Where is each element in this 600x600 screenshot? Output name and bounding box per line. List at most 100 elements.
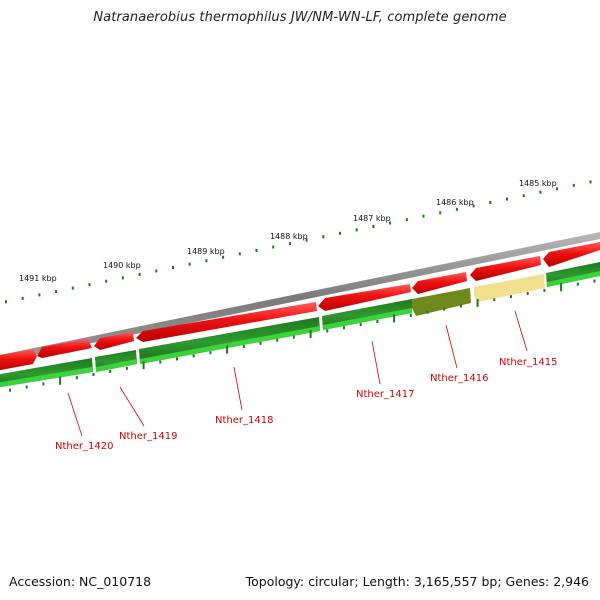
reverse-cds-nther-1417-hl <box>323 308 412 330</box>
inner-minor-tick <box>576 282 579 286</box>
outer-minor-tick <box>105 279 108 283</box>
inner-major-tick <box>476 298 479 307</box>
inner-minor-tick <box>276 338 279 342</box>
reverse-strand <box>0 262 600 388</box>
inner-minor-tick <box>42 382 45 386</box>
genome-backbone <box>0 232 600 362</box>
gene-label-nther-1417: Nther_1417 <box>356 389 414 400</box>
outer-minor-tick <box>288 242 291 246</box>
outer-minor-tick <box>589 180 592 184</box>
outer-minor-tick <box>272 245 275 249</box>
inner-major-tick <box>142 361 145 370</box>
outer-minor-tick <box>55 289 58 293</box>
outer-minor-tick <box>172 266 174 270</box>
outer-minor-tick <box>539 190 542 194</box>
outer-minor-tick <box>188 262 191 266</box>
kbp-label-1490: 1490 kbp <box>103 261 141 270</box>
inner-minor-tick <box>75 376 78 380</box>
leader-nther-1416 <box>445 324 458 369</box>
leader-nther-1415 <box>514 310 528 352</box>
forward-cds <box>136 302 317 342</box>
outer-minor-tick <box>355 228 358 232</box>
inner-tick-dots <box>9 279 596 392</box>
gene-label-nther-1419: Nther_1419 <box>119 431 177 442</box>
outer-minor-tick <box>322 235 325 239</box>
outer-minor-tick <box>222 255 225 259</box>
kbp-scale: 1485 kbp 1486 kbp 1487 kbp 1488 kbp 1489… <box>19 179 557 283</box>
outer-minor-tick <box>522 194 525 198</box>
inner-minor-tick <box>292 335 295 339</box>
inner-minor-tick <box>9 388 11 392</box>
accession-text: Accession: NC_010718 <box>9 574 152 589</box>
forward-strand <box>0 242 600 371</box>
outer-minor-tick <box>405 218 408 222</box>
inner-major-tick <box>309 330 312 339</box>
inner-minor-tick <box>25 385 28 389</box>
leader-nther-1417 <box>371 340 381 385</box>
leader-nther-1418 <box>233 366 243 411</box>
forward-cds <box>318 284 411 311</box>
leader-nther-1419 <box>119 386 145 427</box>
outer-minor-tick <box>5 300 7 304</box>
forward-cds <box>543 242 600 267</box>
reverse-cds <box>0 367 93 388</box>
outer-minor-tick <box>489 200 492 204</box>
inner-major-tick <box>560 283 563 292</box>
outer-tick-dots <box>5 180 592 304</box>
inner-minor-tick <box>409 313 412 317</box>
reverse-cds-hl <box>547 271 600 287</box>
forward-cds <box>94 332 134 350</box>
inner-minor-tick <box>426 310 429 314</box>
inner-minor-tick <box>343 326 345 330</box>
outer-minor-tick <box>121 276 124 280</box>
inner-minor-tick <box>376 320 379 324</box>
inner-minor-tick <box>176 357 178 361</box>
inner-minor-tick <box>92 373 95 377</box>
reverse-cds-nther-1415 <box>474 274 545 302</box>
inner-minor-tick <box>109 369 112 373</box>
outer-minor-tick <box>572 183 575 187</box>
gene-label-nther-1418: Nther_1418 <box>215 415 273 426</box>
outer-minor-tick <box>389 221 392 225</box>
inner-minor-tick <box>359 323 362 327</box>
outer-minor-tick <box>205 259 208 263</box>
inner-major-tick <box>59 376 62 385</box>
outer-minor-tick <box>255 248 258 252</box>
gene-leaders <box>67 310 528 437</box>
kbp-label-1485: 1485 kbp <box>519 179 557 188</box>
kbp-label-1489: 1489 kbp <box>187 247 225 256</box>
topology-text: Topology: circular; Length: 3,165,557 bp… <box>245 574 589 589</box>
inner-minor-tick <box>125 366 128 370</box>
inner-major-tick <box>226 345 229 354</box>
gene-labels: Nther_1415 Nther_1416 Nther_1417 Nther_1… <box>55 357 557 452</box>
forward-cds <box>412 272 467 294</box>
outer-minor-tick <box>506 197 508 201</box>
inner-minor-tick <box>593 279 596 283</box>
reverse-cds-nther-1416 <box>412 288 471 316</box>
inner-minor-tick <box>526 291 529 295</box>
outer-minor-tick <box>422 214 425 218</box>
gene-label-nther-1415: Nther_1415 <box>499 357 557 368</box>
outer-minor-tick <box>71 286 74 290</box>
outer-minor-tick <box>238 252 241 256</box>
kbp-label-1491: 1491 kbp <box>19 274 57 283</box>
inner-minor-tick <box>209 351 212 355</box>
outer-minor-tick <box>305 238 308 242</box>
leader-nther-1420 <box>67 392 83 437</box>
forward-cds <box>470 256 541 281</box>
outer-minor-tick <box>38 293 41 297</box>
outer-minor-tick <box>455 207 458 211</box>
inner-major-tick <box>393 314 396 323</box>
outer-minor-tick <box>21 296 24 300</box>
inner-minor-tick <box>259 341 262 345</box>
reverse-cds-nther-1418-hl <box>140 326 320 364</box>
outer-minor-tick <box>339 231 341 235</box>
inner-minor-tick <box>242 344 245 348</box>
gene-label-nther-1416: Nther_1416 <box>430 373 488 384</box>
gene-label-nther-1420: Nther_1420 <box>55 441 113 452</box>
forward-cds <box>37 339 92 358</box>
outer-minor-tick <box>472 204 475 208</box>
inner-minor-tick <box>493 298 496 302</box>
inner-minor-tick <box>543 288 546 292</box>
